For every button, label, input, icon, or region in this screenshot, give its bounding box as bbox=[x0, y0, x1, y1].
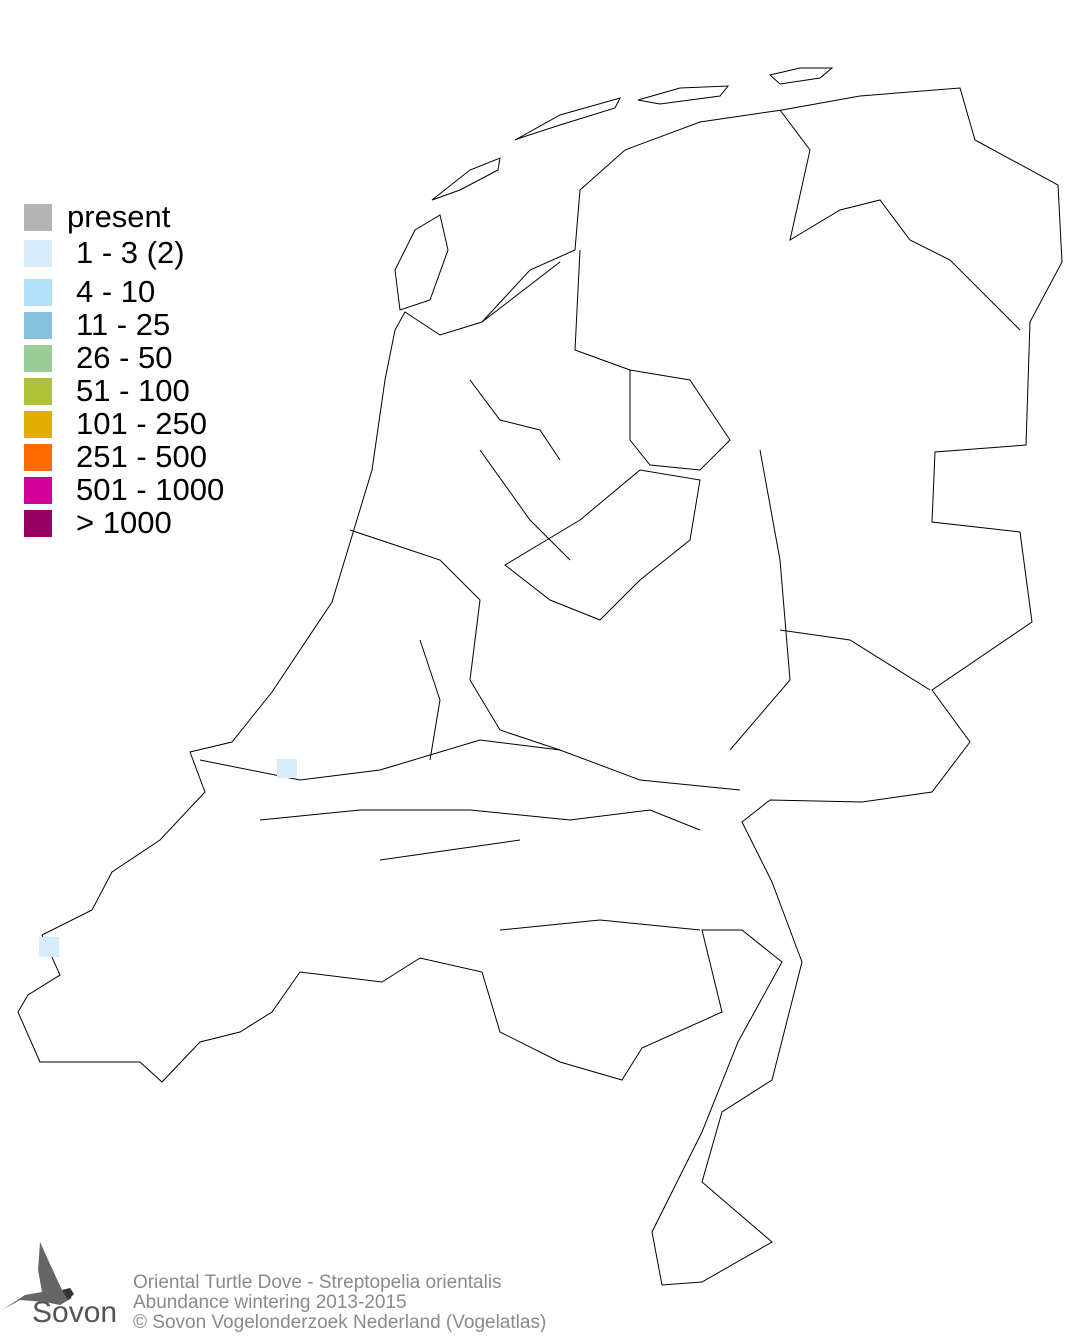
legend-swatch bbox=[24, 312, 52, 339]
species-title: Oriental Turtle Dove - Streptopelia orie… bbox=[133, 1272, 502, 1293]
legend-label: > 1000 bbox=[76, 505, 172, 540]
legend-swatch bbox=[24, 378, 52, 405]
legend-swatch bbox=[24, 240, 52, 267]
legend-item: present bbox=[24, 200, 264, 234]
rivers bbox=[199, 739, 741, 861]
legend-swatch bbox=[24, 510, 52, 537]
legend-swatch bbox=[24, 204, 52, 231]
schiermonnikoog-island bbox=[768, 67, 834, 85]
map-caption: Oriental Turtle Dove - Streptopelia orie… bbox=[133, 1273, 546, 1333]
legend-swatch bbox=[24, 345, 52, 372]
map-subtitle: Abundance wintering 2013-2015 bbox=[133, 1292, 407, 1313]
mainland-outline bbox=[17, 87, 1063, 1286]
texel-island bbox=[394, 214, 449, 311]
legend-item: 101 - 250 bbox=[24, 407, 264, 441]
legend-swatch bbox=[24, 477, 52, 504]
legend-label: 4 - 10 bbox=[76, 274, 156, 309]
legend-item: 251 - 500 bbox=[24, 440, 264, 474]
legend-item: 51 - 100 bbox=[24, 374, 264, 408]
province-borders bbox=[349, 109, 1021, 931]
legend-label: present bbox=[67, 199, 171, 234]
legend-swatch bbox=[24, 444, 52, 471]
logo-text: Sovon bbox=[32, 1296, 118, 1329]
ameland-island bbox=[637, 85, 730, 105]
flevoland-border bbox=[504, 369, 731, 621]
legend-label: 11 - 25 bbox=[76, 307, 171, 342]
legend-item: 4 - 10 bbox=[24, 275, 264, 309]
legend-label: 101 - 250 bbox=[76, 406, 207, 441]
sovon-swallow-logo bbox=[2, 1242, 74, 1310]
legend-label: 51 - 100 bbox=[76, 373, 190, 408]
legend-item: > 1000 bbox=[24, 506, 264, 540]
observation-cell-westland bbox=[277, 759, 297, 778]
terschelling-island bbox=[514, 97, 621, 141]
legend-label: 251 - 500 bbox=[76, 439, 207, 474]
observation-cell-walcheren bbox=[39, 937, 59, 957]
vlieland-island bbox=[431, 157, 501, 201]
legend-label: 501 - 1000 bbox=[76, 472, 225, 507]
legend-swatch bbox=[24, 279, 52, 306]
copyright: © Sovon Vogelonderzoek Nederland (Vogela… bbox=[133, 1312, 547, 1333]
legend-swatch bbox=[24, 411, 52, 438]
legend-label: 26 - 50 bbox=[76, 340, 173, 375]
ijsselmeer-dike bbox=[481, 261, 561, 323]
legend-item: 26 - 50 bbox=[24, 341, 264, 375]
legend-item: 1 - 3 (2) bbox=[24, 236, 264, 270]
legend-label: 1 - 3 (2) bbox=[76, 235, 185, 270]
legend-item: 501 - 1000 bbox=[24, 473, 264, 507]
legend-item: 11 - 25 bbox=[24, 308, 264, 342]
